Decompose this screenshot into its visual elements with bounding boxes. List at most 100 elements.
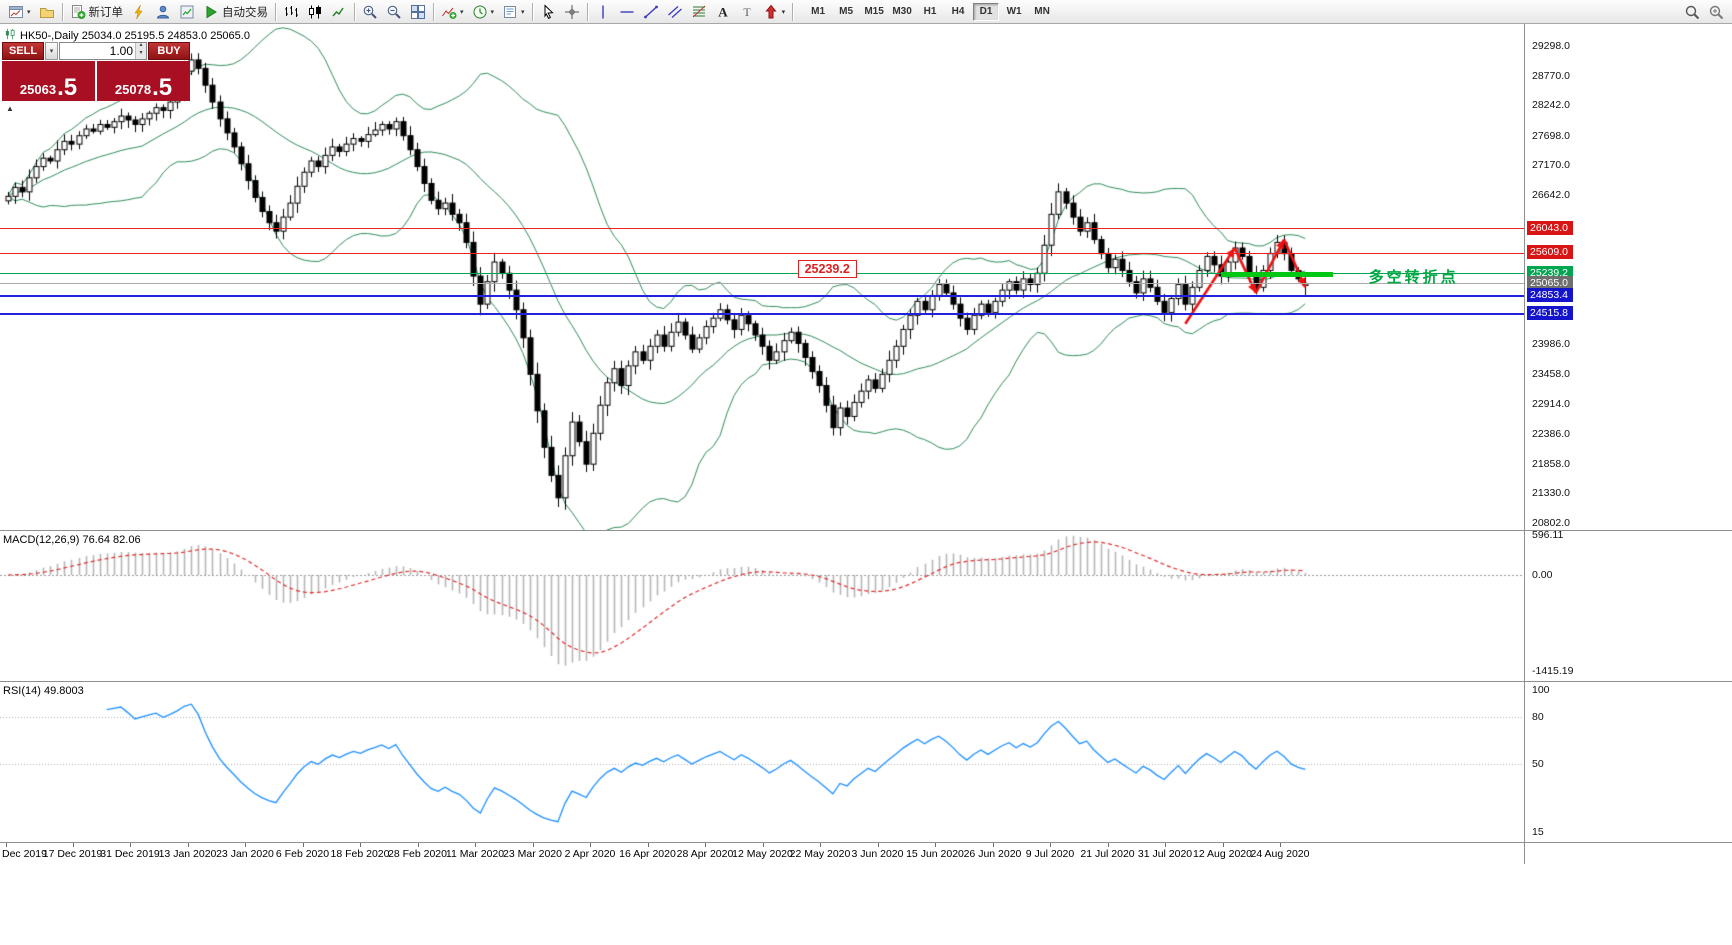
horizontal-line[interactable] (0, 252, 1524, 254)
toolbar-periods-button[interactable]: ▾ (468, 2, 499, 22)
date-axis-label: 16 Apr 2020 (619, 848, 676, 860)
main-toolbar: ▾ 新订单 自动交易 ▾ ▾ ▾ A T ▾ M1 M5 M15 M30 H1 H4 D1 W1 MN (0, 0, 1732, 24)
timeframe-h1-button[interactable]: H1 (923, 6, 937, 17)
price-axis-label: 21858.0 (1532, 457, 1570, 470)
price-level-label[interactable]: 25239.2 (797, 260, 857, 279)
volume-dropdown[interactable]: ▾ (45, 42, 58, 60)
volume-spinner[interactable]: ▴ ▾ (135, 42, 146, 59)
rsi-panel-canvas[interactable] (0, 682, 1524, 842)
date-axis[interactable]: Dec 2019 17 Dec 2019 31 Dec 2019 13 Jan 202… (0, 843, 1524, 864)
macd-scale-label: 596.11 (1532, 528, 1564, 541)
price-chart-canvas[interactable] (0, 24, 1524, 530)
panel-collapse-arrow[interactable]: ▲ (6, 104, 14, 113)
toolbar-indicators-button[interactable]: ▾ (437, 2, 468, 22)
toolbar-user-button[interactable] (151, 2, 175, 22)
date-axis-tick (6, 843, 7, 847)
toolbar-separator (531, 2, 533, 21)
timeframe-w1-button[interactable]: W1 (1006, 6, 1022, 17)
toolbar-new-order-button[interactable]: 新订单 (66, 2, 128, 22)
buy-button[interactable]: BUY (148, 42, 190, 60)
buy-price-big-digit: .5 (152, 74, 173, 101)
date-axis-tick (647, 843, 649, 847)
turning-point-line[interactable] (1220, 271, 1334, 277)
timeframe-m5-button[interactable]: M5 (839, 6, 854, 17)
toolbar-right-group (1680, 2, 1728, 22)
price-axis-border (1524, 24, 1525, 864)
panel-separator[interactable] (0, 842, 1732, 843)
timeframe-d1-button[interactable]: D1 (973, 2, 1000, 21)
toolbar-hline-button[interactable] (615, 2, 639, 22)
date-axis-label: 22 May 2020 (789, 848, 851, 860)
toolbar-candle-chart-button[interactable] (303, 2, 327, 22)
toolbar-fibonacci-button[interactable] (687, 2, 711, 22)
date-axis-tick (1107, 843, 1109, 847)
timeframe-m15-button[interactable]: M15 (864, 6, 884, 17)
horizontal-line[interactable] (0, 273, 1524, 275)
sell-button[interactable]: SELL (2, 42, 44, 60)
toolbar-templates-button[interactable]: ▾ (498, 2, 529, 22)
date-axis-tick (590, 843, 591, 847)
toolbar-tile-windows-button[interactable] (406, 2, 430, 22)
panel-separator[interactable] (0, 681, 1732, 682)
volume-input[interactable] (60, 43, 135, 59)
date-axis-label: 23 Jan 2020 (216, 848, 274, 860)
one-click-trading-panel: SELL ▾ ▴▾ BUY 25063.5 25078.5 ▲ (2, 42, 190, 113)
date-axis-tick (360, 843, 361, 847)
macd-panel-canvas[interactable] (0, 531, 1524, 681)
price-axis-label: 22914.0 (1532, 398, 1570, 411)
date-axis-label: 15 Jun 2020 (906, 848, 964, 860)
toolbar-cursor-button[interactable] (536, 2, 560, 22)
price-axis[interactable]: 29298.0 28770.0 28242.0 27698.0 27170.0 26642… (1525, 24, 1732, 864)
toolbar-zoom-in-button[interactable] (358, 2, 382, 22)
timeframe-mn-button[interactable]: MN (1034, 6, 1050, 17)
timeframe-m30-button[interactable]: M30 (892, 6, 912, 17)
toolbar-text-button[interactable]: A (711, 2, 735, 22)
date-axis-label: 12 May 2020 (732, 848, 793, 860)
toolbar-lightning-button[interactable] (127, 2, 151, 22)
toolbar-arrows-button[interactable]: ▾ (759, 2, 790, 22)
panel-separator[interactable] (0, 530, 1732, 531)
toolbar-bar-chart-button[interactable] (279, 2, 303, 22)
toolbar-vline-button[interactable] (591, 2, 615, 22)
search-icon[interactable] (1704, 2, 1728, 22)
macd-scale-label: -1415.19 (1532, 664, 1574, 677)
price-axis-label: 21330.0 (1532, 487, 1570, 500)
rsi-scale-label: 15 (1532, 826, 1544, 838)
timeframe-h4-button[interactable]: H4 (951, 6, 965, 17)
spin-down-icon[interactable]: ▾ (136, 50, 146, 59)
chart-ohlc-line: HK50-,Daily 25034.0 25195.5 24853.0 2506… (4, 28, 250, 43)
toolbar-new-chart-button[interactable]: ▾ (4, 2, 35, 22)
toolbar-autotrade-button[interactable]: 自动交易 (199, 2, 272, 22)
toolbar-market-button[interactable] (175, 2, 199, 22)
rsi-indicator-label: RSI(14) 49.8003 (3, 685, 84, 697)
toolbar-separator (433, 2, 435, 21)
price-axis-label: 20802.0 (1532, 517, 1570, 529)
search-symbols-icon[interactable] (1680, 2, 1704, 22)
horizontal-line[interactable] (0, 313, 1524, 316)
toolbar-zoom-out-button[interactable] (382, 2, 406, 22)
date-axis-tick (72, 843, 74, 847)
price-axis-label: 27170.0 (1532, 159, 1570, 172)
price-axis-badge: 25065.0 (1527, 275, 1573, 290)
horizontal-line[interactable] (0, 283, 1524, 285)
toolbar-profiles-button[interactable] (35, 2, 59, 22)
date-axis-tick (762, 843, 764, 847)
price-axis-badge: 26043.0 (1527, 220, 1573, 235)
horizontal-line[interactable] (0, 294, 1524, 297)
toolbar-trendline-button[interactable] (639, 2, 663, 22)
toolbar-line-chart-button[interactable] (327, 2, 351, 22)
volume-field: ▴▾ (59, 42, 147, 60)
timeframe-m1-button[interactable]: M1 (811, 6, 826, 17)
sell-price[interactable]: 25063.5 (2, 61, 95, 101)
date-axis-label: 31 Dec 2019 (100, 848, 160, 860)
spin-up-icon[interactable]: ▴ (136, 42, 146, 51)
toolbar-label-button[interactable]: T (735, 2, 759, 22)
toolbar-crosshair-button[interactable] (560, 2, 584, 22)
horizontal-line[interactable] (0, 228, 1524, 230)
turning-point-text[interactable]: 多空转折点 (1368, 269, 1459, 287)
price-axis-label: 29298.0 (1532, 40, 1570, 52)
date-axis-tick (532, 843, 534, 847)
toolbar-channel-button[interactable] (663, 2, 687, 22)
date-axis-tick (302, 843, 304, 847)
buy-price[interactable]: 25078.5 (97, 61, 190, 101)
